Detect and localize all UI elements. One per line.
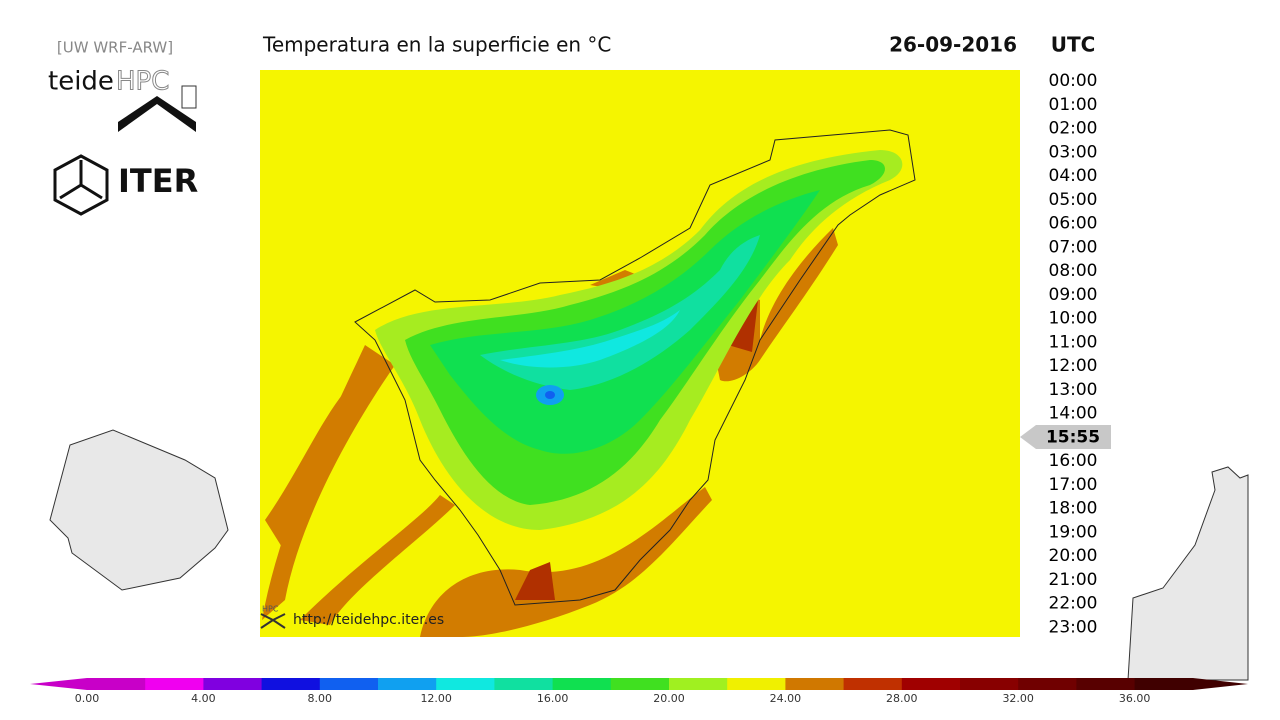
gran-canaria — [1127, 466, 1249, 681]
watermark: HPC — [262, 605, 279, 614]
colorbar-label: 12.00 — [420, 692, 452, 705]
colorbar-segment — [203, 678, 263, 690]
timezone: UTC — [1051, 33, 1096, 57]
logo-teide: teide — [48, 67, 114, 97]
colorbar — [30, 678, 1248, 690]
logo-roof — [118, 96, 196, 132]
date: 26-09-2016 — [889, 33, 1017, 57]
logo-hpc: HPC — [116, 67, 169, 97]
time-option[interactable]: 15:55 — [1046, 427, 1100, 447]
temperature-map — [260, 70, 1020, 637]
colorbar-low-end — [30, 678, 87, 690]
time-option[interactable]: 18:00 — [1049, 499, 1098, 519]
time-option[interactable]: 12:00 — [1049, 356, 1098, 376]
time-option[interactable]: 16:00 — [1049, 451, 1098, 471]
colorbar-labels: 0.00 4.00 8.00 12.00 16.00 20.00 24.00 28.00 32.… — [75, 692, 1151, 705]
colorbar-segment — [843, 678, 903, 690]
colorbar-segment — [319, 678, 379, 690]
colorbar-segment — [960, 678, 1019, 690]
iter-logo — [53, 154, 109, 216]
time-option[interactable]: 04:00 — [1049, 166, 1098, 186]
colorbar-segment — [1076, 678, 1136, 690]
colorbar-segment — [1134, 678, 1194, 690]
la-gomera — [49, 429, 229, 591]
colorbar-segment — [378, 678, 437, 690]
colorbar-label: 0.00 — [75, 692, 100, 705]
time-option[interactable]: 23:00 — [1049, 617, 1098, 637]
colorbar-segment — [1018, 678, 1077, 690]
time-option[interactable]: 01:00 — [1049, 95, 1098, 115]
colorbar-label: 32.00 — [1002, 692, 1034, 705]
map-title: Temperatura en la superficie en °C — [262, 33, 611, 57]
time-option[interactable]: 17:00 — [1049, 475, 1098, 495]
model-label: [UW WRF-ARW] — [57, 39, 173, 57]
time-list: 00:00 01:00 02:00 03:00 04:00 05:00 06:00 07:00… — [1046, 71, 1100, 637]
colorbar-label: 28.00 — [886, 692, 918, 705]
map-url: http://teidehpc.iter.es — [293, 612, 444, 628]
time-option[interactable]: 22:00 — [1049, 594, 1098, 614]
colorbar-label: 16.00 — [537, 692, 569, 705]
time-option[interactable]: 11:00 — [1049, 332, 1098, 352]
time-option[interactable]: 00:00 — [1049, 71, 1098, 91]
colorbar-segment — [610, 678, 670, 690]
time-option[interactable]: 09:00 — [1049, 285, 1098, 305]
time-option[interactable]: 10:00 — [1049, 309, 1098, 329]
colorbar-segment — [669, 678, 728, 690]
colorbar-segment — [87, 678, 146, 690]
colorbar-segment — [145, 678, 204, 690]
current-time-marker — [1020, 425, 1111, 449]
time-option[interactable]: 19:00 — [1049, 522, 1098, 542]
colorbar-label: 36.00 — [1119, 692, 1151, 705]
time-option[interactable]: 03:00 — [1049, 142, 1098, 162]
time-option[interactable]: 08:00 — [1049, 261, 1098, 281]
colorbar-segment — [901, 678, 961, 690]
colorbar-segment — [436, 678, 495, 690]
time-option[interactable]: 05:00 — [1049, 190, 1098, 210]
colorbar-label: 4.00 — [191, 692, 216, 705]
colorbar-label: 24.00 — [770, 692, 802, 705]
time-option[interactable]: 21:00 — [1049, 570, 1098, 590]
colorbar-label: 8.00 — [308, 692, 333, 705]
time-option[interactable]: 02:00 — [1049, 119, 1098, 139]
iter-label: ITER — [118, 162, 198, 200]
time-option[interactable]: 13:00 — [1049, 380, 1098, 400]
time-option[interactable]: 14:00 — [1049, 404, 1098, 424]
logo-mark — [181, 85, 197, 109]
colorbar-segment — [494, 678, 554, 690]
colorbar-segment — [552, 678, 612, 690]
time-option[interactable]: 06:00 — [1049, 214, 1098, 234]
time-option[interactable]: 07:00 — [1049, 237, 1098, 257]
colorbar-segment — [727, 678, 786, 690]
time-option[interactable]: 20:00 — [1049, 546, 1098, 566]
watermark-icon — [260, 613, 286, 629]
colorbar-high-end — [1192, 678, 1248, 690]
colorbar-segment — [261, 678, 321, 690]
colorbar-segment — [785, 678, 845, 690]
colorbar-label: 20.00 — [653, 692, 685, 705]
